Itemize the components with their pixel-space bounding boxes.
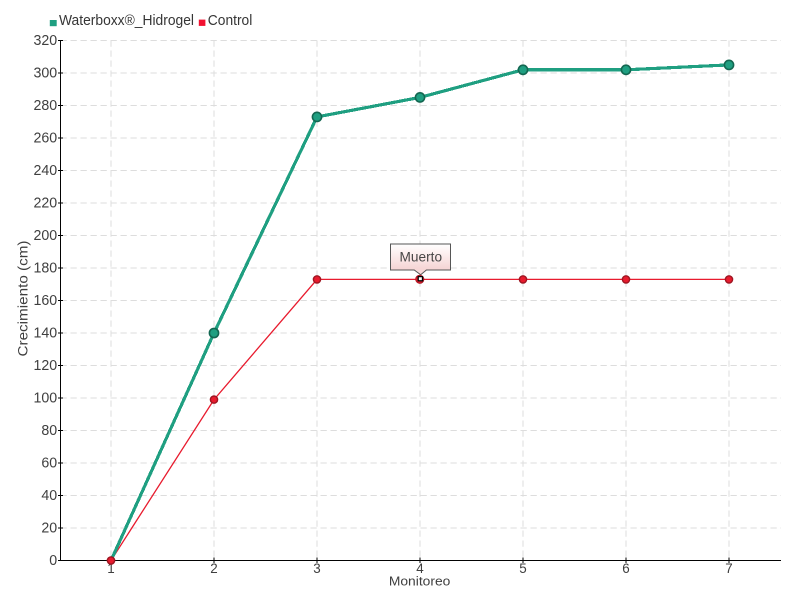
svg-text:160: 160 xyxy=(34,292,58,309)
svg-text:2: 2 xyxy=(210,561,217,576)
svg-text:280: 280 xyxy=(34,97,58,114)
svg-text:40: 40 xyxy=(41,487,57,504)
svg-text:0: 0 xyxy=(49,552,57,569)
svg-text:300: 300 xyxy=(34,65,58,82)
svg-text:60: 60 xyxy=(41,455,57,472)
svg-text:80: 80 xyxy=(41,422,57,439)
svg-text:220: 220 xyxy=(34,195,58,212)
svg-text:5: 5 xyxy=(519,561,526,576)
svg-text:120: 120 xyxy=(34,357,58,374)
svg-text:Waterboxx®_Hidrogel: Waterboxx®_Hidrogel xyxy=(59,13,194,29)
svg-text:1: 1 xyxy=(107,561,114,576)
svg-text:Monitoreo: Monitoreo xyxy=(389,573,451,588)
svg-text:240: 240 xyxy=(34,162,58,179)
svg-text:6: 6 xyxy=(622,561,629,576)
svg-text:Control: Control xyxy=(208,13,253,29)
svg-text:320: 320 xyxy=(34,32,58,49)
svg-text:140: 140 xyxy=(34,325,58,342)
svg-text:260: 260 xyxy=(34,130,58,147)
svg-text:3: 3 xyxy=(313,561,320,576)
svg-text:180: 180 xyxy=(34,260,58,277)
svg-text:20: 20 xyxy=(41,520,57,537)
svg-text:Muerto: Muerto xyxy=(400,248,443,264)
svg-text:Crecimiento (cm): Crecimiento (cm) xyxy=(16,241,31,357)
svg-text:200: 200 xyxy=(34,227,58,244)
svg-text:100: 100 xyxy=(34,390,58,407)
svg-text:4: 4 xyxy=(416,561,424,576)
svg-text:7: 7 xyxy=(725,561,732,576)
